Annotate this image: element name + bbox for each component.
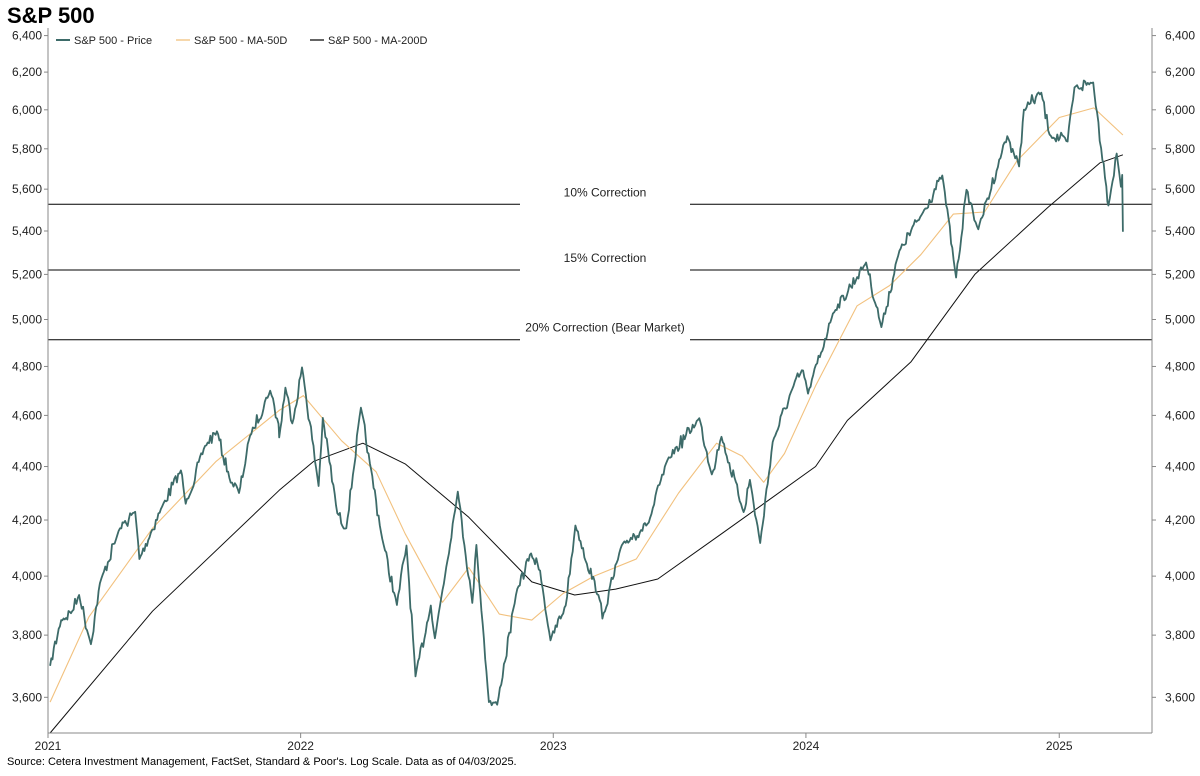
x-tick-label-1: 2022	[287, 739, 314, 753]
correction-label-gap-1	[520, 202, 690, 207]
y-tick-label-left-8: 5,200	[12, 267, 42, 281]
legend-label-1: S&P 500 - Price	[74, 35, 152, 47]
axes-layer: 3,600 3,600 3,800 3,800 4,000 4,000 4,200 4,200…	[12, 28, 1195, 753]
legend: S&P 500 - Price S&P 500 - MA-50D S&P 500 -…	[56, 35, 428, 47]
y-tick-label-right-6: 4,800	[1165, 359, 1195, 373]
y-tick-label-right-1: 3,800	[1165, 628, 1195, 642]
y-tick-label-left-12: 6,000	[12, 103, 42, 117]
y-tick-label-right-9: 5,400	[1165, 224, 1195, 238]
y-tick-label-right-7: 5,000	[1165, 313, 1195, 327]
y-tick-label-right-4: 4,400	[1165, 460, 1195, 474]
y-tick-label-left-6: 4,800	[12, 359, 42, 373]
x-tick-label-2: 2023	[540, 739, 567, 753]
x-tick-label-0: 2021	[35, 739, 62, 753]
y-tick-label-left-0: 3,600	[12, 690, 42, 704]
y-tick-label-left-11: 5,800	[12, 142, 42, 156]
y-tick-label-left-5: 4,600	[12, 408, 42, 422]
y-tick-label-right-11: 5,800	[1165, 142, 1195, 156]
correction-label-1: 10% Correction	[564, 185, 647, 199]
series-line-1	[49, 79, 1124, 707]
chart-source: Source: Cetera Investment Management, Fa…	[7, 756, 517, 768]
y-tick-label-right-10: 5,600	[1165, 182, 1195, 196]
x-tick-label-3: 2024	[793, 739, 820, 753]
y-tick-label-left-7: 5,000	[12, 313, 42, 327]
x-tick-label-4: 2025	[1046, 739, 1073, 753]
y-tick-label-right-13: 6,200	[1165, 65, 1195, 79]
series-layer	[49, 79, 1124, 734]
y-tick-label-right-14: 6,400	[1165, 29, 1195, 43]
y-tick-label-left-2: 4,000	[12, 569, 42, 583]
y-tick-label-left-4: 4,400	[12, 460, 42, 474]
y-tick-label-right-0: 3,600	[1165, 690, 1195, 704]
y-tick-label-right-8: 5,200	[1165, 267, 1195, 281]
legend-label-2: S&P 500 - MA-50D	[194, 35, 287, 47]
reference-lines: 10% Correction 15% Correction 20% Correcti…	[48, 185, 1152, 342]
chart-title: S&P 500	[7, 3, 95, 28]
y-tick-label-right-3: 4,200	[1165, 513, 1195, 527]
y-tick-label-left-14: 6,400	[12, 29, 42, 43]
y-tick-label-left-3: 4,200	[12, 513, 42, 527]
correction-label-2: 15% Correction	[564, 251, 647, 265]
y-tick-label-right-12: 6,000	[1165, 103, 1195, 117]
y-tick-label-left-9: 5,400	[12, 224, 42, 238]
chart-svg: 10% Correction 15% Correction 20% Correcti…	[12, 28, 1195, 753]
correction-label-gap-3	[520, 337, 690, 342]
correction-label-3: 20% Correction (Bear Market)	[525, 321, 684, 335]
correction-label-gap-2	[520, 267, 690, 272]
y-tick-label-left-1: 3,800	[12, 628, 42, 642]
y-tick-label-left-10: 5,600	[12, 182, 42, 196]
series-line-2	[49, 107, 1124, 703]
legend-label-3: S&P 500 - MA-200D	[328, 35, 428, 47]
series-line-3	[49, 154, 1124, 734]
y-tick-label-right-2: 4,000	[1165, 569, 1195, 583]
y-tick-label-left-13: 6,200	[12, 65, 42, 79]
y-tick-label-right-5: 4,600	[1165, 408, 1195, 422]
